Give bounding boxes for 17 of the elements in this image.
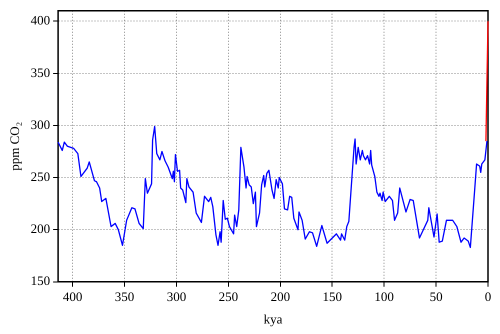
x-tick-label: 200 [270, 289, 290, 304]
y-tick-label: 150 [30, 273, 50, 288]
x-tick-label: 300 [166, 289, 186, 304]
x-tick-label: 400 [62, 289, 82, 304]
x-tick-label: 250 [218, 289, 238, 304]
x-axis-title: kya [264, 312, 283, 327]
y-axis-title: ppm CO₂ [7, 122, 22, 171]
x-tick-label: 350 [114, 289, 134, 304]
y-tick-label: 250 [30, 168, 50, 184]
y-tick-label: 200 [30, 221, 50, 236]
y-tick-label: 400 [30, 12, 50, 28]
x-tick-label: 150 [322, 289, 342, 304]
x-tick-label: 100 [374, 289, 394, 304]
y-tick-label: 300 [30, 116, 50, 132]
x-tick-label: 0 [484, 289, 492, 304]
x-tick-label: 50 [430, 289, 443, 304]
y-tick-label: 350 [30, 64, 50, 80]
